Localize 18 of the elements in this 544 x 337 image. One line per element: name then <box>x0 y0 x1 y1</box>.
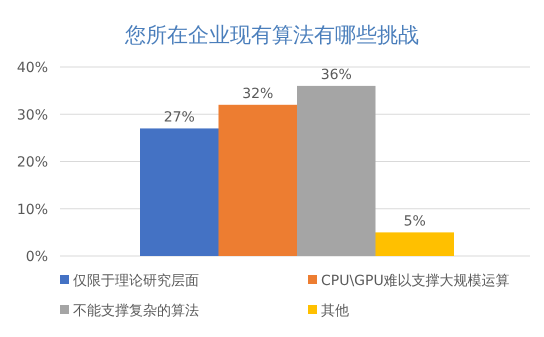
y-tick-label: 20% <box>16 154 48 170</box>
data-label: 32% <box>242 86 274 102</box>
y-tick-label: 0% <box>26 249 48 265</box>
y-tick-label: 40% <box>16 60 48 76</box>
chart-title: 您所在企业现有算法有哪些挑战 <box>124 23 419 47</box>
legend-label: 其他 <box>321 303 349 319</box>
legend-label: 不能支撑复杂的算法 <box>73 303 199 319</box>
bar <box>218 104 297 256</box>
y-tick-label: 10% <box>16 202 48 218</box>
data-label: 27% <box>164 109 195 126</box>
bar <box>140 128 218 256</box>
data-label: 5% <box>404 213 426 230</box>
legend-label: 仅限于理论研究层面 <box>73 273 199 289</box>
y-tick-label: 30% <box>16 107 48 124</box>
bar <box>297 86 376 256</box>
bar <box>376 232 454 256</box>
data-label: 36% <box>320 66 352 83</box>
legend-label: CPU\GPU难以支撑大规模运算 <box>321 273 510 289</box>
